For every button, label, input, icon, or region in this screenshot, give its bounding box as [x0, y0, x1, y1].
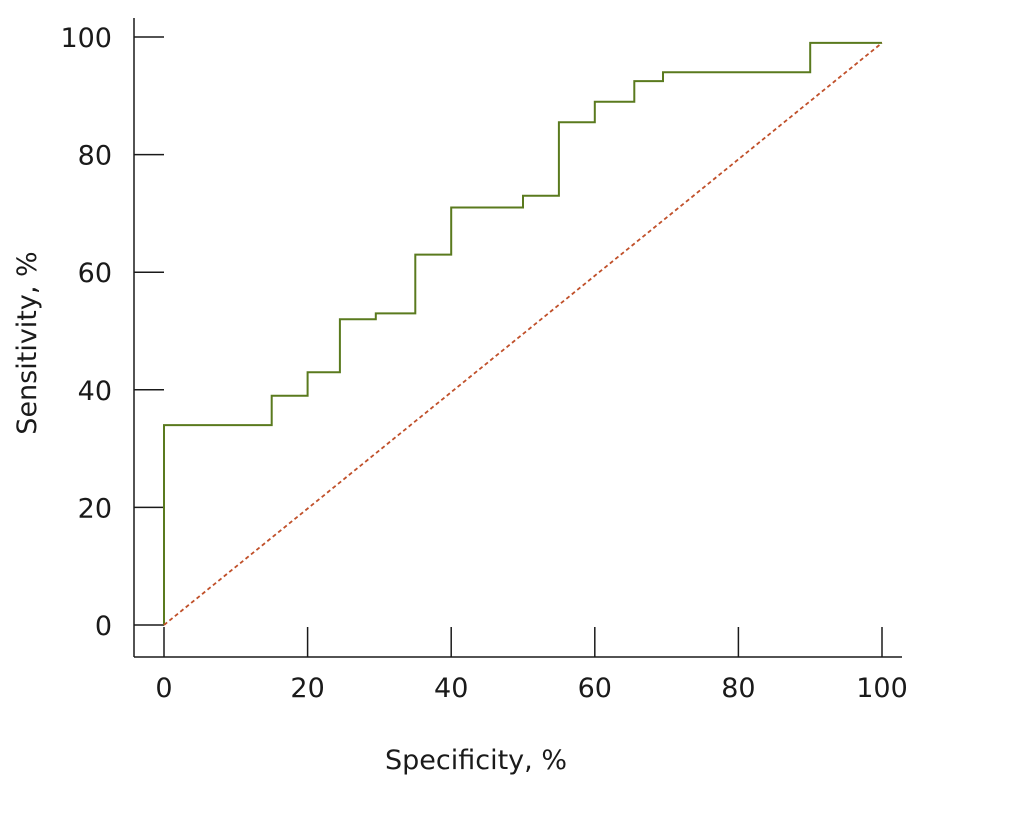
series-group — [163, 41, 883, 626]
y-tick-label: 60 — [78, 258, 112, 289]
x-tick-label: 60 — [578, 673, 612, 704]
x-tick-label: 40 — [434, 673, 468, 704]
x-tick-label: 0 — [155, 673, 172, 704]
x-axis-title: Specificity, % — [385, 745, 567, 776]
y-axis-title: Sensitivity, % — [12, 251, 43, 434]
x-tick-label: 20 — [290, 673, 324, 704]
y-tick-label: 0 — [95, 611, 112, 642]
x-ticks: 0 20 40 60 80 100 — [155, 627, 908, 704]
x-tick-label: 100 — [856, 673, 908, 704]
axes — [133, 18, 902, 658]
y-tick-label: 40 — [78, 376, 112, 407]
y-ticks: 0 20 40 60 80 100 — [60, 23, 164, 642]
y-tick-label: 20 — [78, 493, 112, 524]
reference-diagonal-line — [163, 42, 883, 626]
y-tick-label: 80 — [78, 141, 112, 172]
y-tick-label: 100 — [60, 23, 112, 54]
x-tick-label: 80 — [721, 673, 755, 704]
roc-curve-line — [163, 41, 882, 625]
